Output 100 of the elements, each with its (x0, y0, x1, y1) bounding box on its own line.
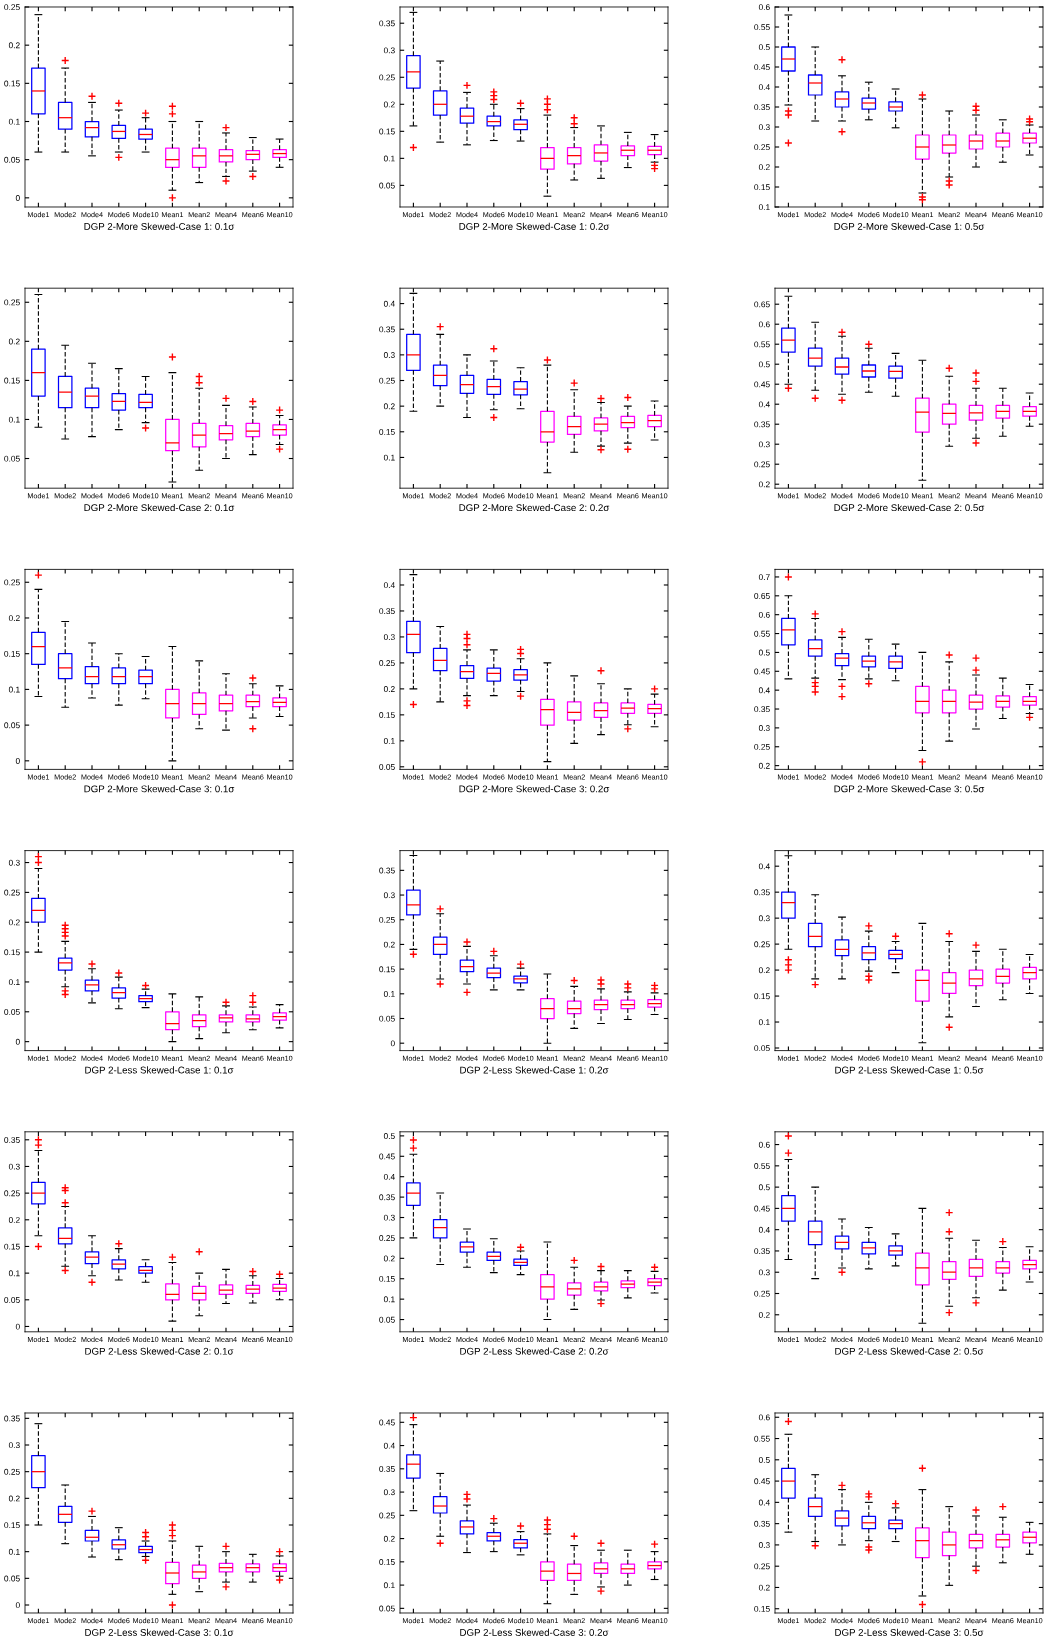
x-axis-title: DGP 2-Less Skewed-Case 1: 0.2σ (460, 1066, 609, 1074)
y-tick-label: 0.4 (383, 1442, 395, 1449)
y-tick-label: 0.6 (758, 611, 770, 618)
y-tick-label: 0.3 (758, 915, 770, 922)
y-tick-label: 0.05 (4, 722, 20, 729)
y-tick-label: 0.15 (379, 1275, 395, 1282)
y-tick-label: 0.3 (758, 1269, 770, 1276)
y-tick-label: 0.2 (383, 1535, 395, 1542)
y-tick-label: 0.4 (758, 863, 770, 870)
x-axis-title: DGP 2-More Skewed-Case 1: 0.1σ (84, 222, 235, 230)
x-axis-title: DGP 2-More Skewed-Case 2: 0.2σ (459, 503, 610, 512)
y-tick-label: 0.35 (379, 608, 395, 615)
y-tick-label: 0.35 (754, 1520, 770, 1527)
y-tick-label: 0.2 (8, 42, 20, 49)
y-tick-label: 0.15 (379, 428, 395, 435)
y-tick-label: 0.4 (383, 1173, 395, 1180)
y-tick-label: 0.1 (383, 454, 395, 461)
y-tick-label: 0.3 (758, 1542, 770, 1549)
y-tick-label: 0.6 (758, 4, 770, 11)
y-tick-label: 0.3 (8, 1442, 20, 1449)
y-tick-label: 0.35 (379, 20, 395, 27)
y-tick-label: 0.25 (4, 579, 20, 586)
y-tick-label: 0 (15, 195, 20, 201)
y-tick-label: 0.7 (758, 574, 770, 581)
y-tick-label: 0.25 (4, 1190, 20, 1197)
x-axis-title: DGP 2-Less Skewed-Case 2: 0.1σ (85, 1347, 234, 1355)
y-tick-label: 0.15 (754, 993, 770, 1000)
y-tick-label: 0.05 (4, 1575, 20, 1582)
y-tick-label: 0.2 (758, 967, 770, 974)
y-tick-label: 0.2 (8, 338, 20, 345)
y-tick-label: 0 (15, 758, 20, 764)
x-axis-title: DGP 2-More Skewed-Case 3: 0.2σ (459, 785, 610, 793)
y-tick-label: 0.05 (379, 764, 395, 770)
y-tick-label: 0.1 (383, 1582, 395, 1589)
y-tick-label: 0.25 (754, 144, 770, 151)
y-tick-label: 0.35 (754, 1248, 770, 1255)
y-tick-label: 0.55 (754, 630, 770, 637)
y-tick-label: 0.4 (383, 300, 395, 307)
y-tick-label: 0.25 (4, 889, 20, 896)
y-tick-label: 0.3 (758, 441, 770, 448)
y-tick-label: 0.35 (754, 889, 770, 896)
x-axis-title: DGP 2-More Skewed-Case 1: 0.2σ (459, 222, 610, 230)
y-tick-label: 0.35 (754, 706, 770, 713)
y-tick-label: 0.25 (754, 1290, 770, 1297)
y-tick-label: 0.2 (383, 1255, 395, 1262)
x-axis-title: DGP 2-Less Skewed-Case 3: 0.1σ (85, 1628, 234, 1636)
y-tick-label: 0.45 (754, 1205, 770, 1212)
y-tick-label: 0.05 (4, 1297, 20, 1303)
y-tick-label: 0.5 (383, 1133, 395, 1139)
y-tick-label: 0.35 (754, 421, 770, 428)
y-tick-label: 0.15 (4, 650, 20, 657)
y-tick-label: 0.2 (383, 101, 395, 108)
y-tick-label: 0.3 (383, 634, 395, 641)
y-tick-label: 0.1 (8, 686, 20, 693)
y-tick-label: 0.25 (4, 4, 20, 11)
y-tick-label: 0.25 (379, 1512, 395, 1519)
y-tick-label: 0.15 (4, 949, 20, 956)
y-tick-label: 0.05 (4, 455, 20, 462)
y-tick-label: 0.4 (758, 687, 770, 694)
y-tick-label: 0.25 (379, 377, 395, 384)
x-axis-title: DGP 2-More Skewed-Case 2: 0.1σ (84, 503, 235, 512)
y-tick-label: 0.15 (379, 966, 395, 973)
y-tick-label: 0.2 (8, 919, 20, 926)
y-tick-label: 0.45 (754, 1478, 770, 1485)
y-tick-label: 0.4 (758, 84, 770, 91)
x-axis-title: DGP 2-Less Skewed-Case 2: 0.2σ (460, 1347, 609, 1355)
y-tick-label: 0.55 (754, 341, 770, 348)
y-tick-label: 0.1 (383, 155, 395, 162)
y-tick-label: 0.35 (379, 867, 395, 874)
x-axis-title: DGP 2-Less Skewed-Case 3: 0.5σ (835, 1628, 984, 1636)
y-tick-label: 0.55 (754, 1163, 770, 1169)
y-tick-label: 0.25 (754, 1563, 770, 1570)
y-tick-label: 0.35 (379, 1466, 395, 1472)
x-axis-title: DGP 2-More Skewed-Case 3: 0.5σ (834, 785, 985, 793)
y-tick-label: 0.5 (758, 44, 770, 51)
y-tick-label: 0.05 (4, 1008, 20, 1015)
y-tick-label: 0 (390, 1040, 395, 1047)
y-tick-label: 0.3 (383, 47, 395, 54)
y-tick-label: 0 (15, 1323, 20, 1330)
y-tick-label: 0.1 (8, 1548, 20, 1555)
y-tick-label: 0.15 (4, 1522, 20, 1529)
y-tick-label: 0.1 (8, 416, 20, 423)
y-tick-label: 0.2 (758, 164, 770, 171)
y-tick-label: 0.3 (8, 859, 20, 866)
y-tick-label: 0.5 (758, 649, 770, 656)
y-tick-label: 0 (15, 1038, 20, 1045)
y-tick-label: 0.3 (758, 725, 770, 731)
y-tick-label: 0.6 (758, 321, 770, 328)
y-tick-label: 0.2 (383, 686, 395, 692)
y-tick-label: 0.35 (4, 1415, 20, 1422)
y-tick-label: 0.2 (8, 1495, 20, 1502)
y-tick-label: 0.25 (379, 74, 395, 81)
y-tick-label: 0.2 (8, 1217, 20, 1223)
y-tick-label: 0.2 (383, 403, 395, 410)
y-tick-label: 0.65 (754, 301, 770, 308)
y-tick-label: 0.35 (379, 326, 395, 333)
y-tick-label: 0.3 (8, 1163, 20, 1170)
y-tick-label: 0.1 (383, 991, 395, 997)
y-tick-label: 0.1 (758, 204, 770, 211)
y-tick-label: 0.5 (758, 361, 770, 368)
